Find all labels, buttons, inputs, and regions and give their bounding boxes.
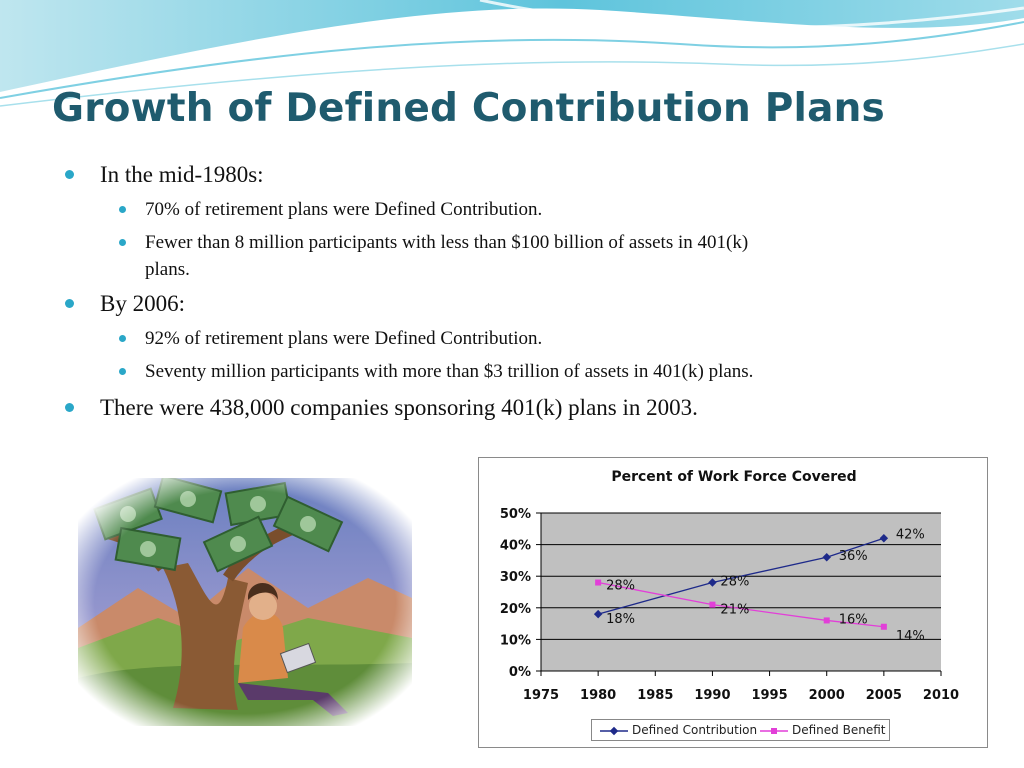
data-label: 42% <box>896 527 925 542</box>
header-wave-decoration <box>0 0 1024 107</box>
x-tick-label: 2000 <box>809 688 845 703</box>
y-tick-label: 50% <box>500 507 531 522</box>
data-point <box>823 617 830 624</box>
y-tick-label: 40% <box>500 539 531 554</box>
bullet-dot-icon <box>119 335 126 342</box>
x-tick-label: 1995 <box>751 688 787 703</box>
series-line <box>598 581 884 628</box>
bullet-dot-icon <box>119 239 126 246</box>
data-point <box>709 601 716 608</box>
sub-bullet-item: Fewer than 8 million participants with l… <box>119 229 925 283</box>
data-label: 14% <box>896 629 925 644</box>
legend-dc-marker-icon <box>600 726 628 736</box>
bullet-item: There were 438,000 companies sponsoring … <box>65 394 698 422</box>
series-line <box>597 537 885 615</box>
x-tick-label: 1985 <box>637 688 673 703</box>
chart-plot: 0% 10% 20% 30% 40% 50% 1975 1980 1985 1990 1995 200… <box>500 507 959 703</box>
data-label: 16% <box>839 612 868 627</box>
x-tick-label: 2005 <box>866 688 902 703</box>
legend-db-marker-icon <box>760 728 788 734</box>
data-label: 18% <box>606 612 635 627</box>
slide-title: Growth of Defined Contribution Plans <box>52 86 885 131</box>
x-tick-label: 1980 <box>580 688 616 703</box>
sub-bullet-item: 92% of retirement plans were Defined Con… <box>119 325 542 352</box>
data-point <box>879 534 889 543</box>
data-label: 36% <box>839 549 868 564</box>
y-tick-label: 10% <box>500 633 531 648</box>
chart-legend: Defined Contribution Defined Benefit <box>591 719 890 741</box>
data-label: 28% <box>720 575 749 590</box>
line-chart: Percent of Work Force Covered 0% 10% 20% 30… <box>478 457 988 748</box>
legend-entry: Defined Benefit <box>792 723 886 737</box>
y-tick-label: 20% <box>500 602 531 617</box>
bullet-dot-icon <box>119 206 126 213</box>
legend-entry: Defined Contribution <box>632 723 758 737</box>
bullet-dot-icon <box>65 170 74 179</box>
x-tick-label: 1990 <box>694 688 730 703</box>
data-point <box>708 578 717 587</box>
chart-title: Percent of Work Force Covered <box>611 469 857 485</box>
bullet-dot-icon <box>119 368 126 375</box>
y-tick-label: 0% <box>509 665 531 680</box>
data-point <box>595 579 602 586</box>
x-tick-label: 1975 <box>523 688 559 703</box>
x-tick-label: 2010 <box>923 688 959 703</box>
plot-area <box>541 513 941 671</box>
bullet-item: By 2006: <box>65 290 185 318</box>
y-tick-label: 30% <box>500 570 531 585</box>
data-label: 28% <box>606 579 635 594</box>
data-label: 21% <box>720 603 749 618</box>
bullet-dot-icon <box>65 403 74 412</box>
sub-bullet-item: Seventy million participants with more t… <box>119 358 753 385</box>
bullet-item: In the mid-1980s: <box>65 161 264 189</box>
bullet-dot-icon <box>65 299 74 308</box>
sub-bullet-item: 70% of retirement plans were Defined Con… <box>119 196 542 223</box>
data-point <box>880 623 887 630</box>
money-tree-illustration <box>78 478 412 726</box>
